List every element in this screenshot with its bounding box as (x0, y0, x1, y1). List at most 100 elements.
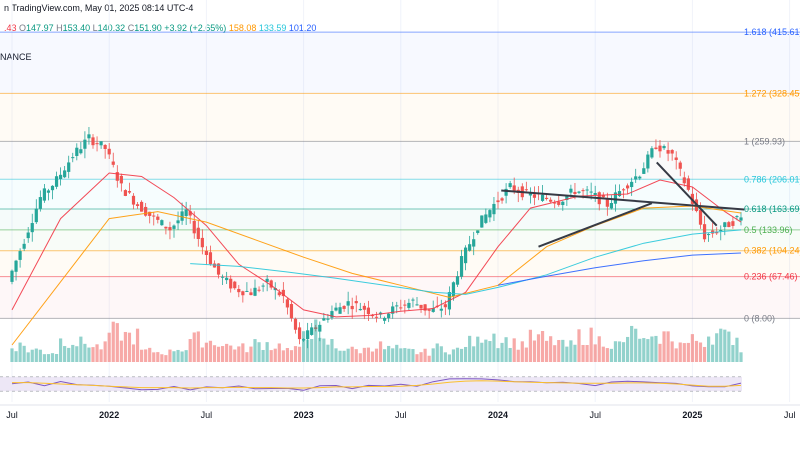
candle-body (334, 307, 338, 311)
volume-bar (512, 338, 516, 362)
candle-body (30, 223, 34, 233)
candle-body (626, 185, 630, 189)
ma-value-4: 101.20 (286, 23, 317, 33)
candle-body (152, 215, 156, 217)
volume-bar (342, 350, 346, 362)
trendline (501, 189, 745, 211)
volume-bar (573, 344, 577, 362)
volume-bar (658, 343, 662, 362)
volume-bar (662, 331, 666, 362)
rsi-line (11, 378, 742, 391)
candle-body (212, 263, 217, 268)
volume-bar (330, 339, 334, 362)
candle-body (686, 178, 690, 190)
volume-bar (87, 347, 91, 362)
volume-bar (621, 342, 626, 362)
candle-body (318, 324, 322, 332)
volume-bar (131, 344, 136, 362)
volume-bar (378, 341, 383, 362)
volume-bar (168, 349, 172, 362)
candle-body (188, 211, 192, 216)
candle-body (273, 288, 277, 291)
candle-body (216, 263, 221, 275)
candle-body (257, 289, 261, 291)
candle-body (358, 308, 362, 311)
volume-bar (172, 351, 176, 362)
candle-body (111, 161, 115, 165)
volume-bar (314, 319, 318, 362)
candle-body (723, 222, 727, 227)
chart-info-header: n TradingView.com, May 01, 2025 08:14 UT… (4, 3, 193, 13)
volume-bar (407, 348, 411, 362)
candle-body (658, 145, 662, 152)
candle-body (144, 206, 148, 216)
candle-body (496, 200, 500, 203)
candle-body (532, 194, 537, 198)
volume-bar (184, 350, 188, 362)
candle-body (83, 139, 87, 149)
candle-body (172, 225, 176, 229)
candle-body (140, 201, 144, 212)
volume-bar (237, 346, 241, 362)
candle-body (135, 204, 140, 206)
volume-bar (75, 346, 79, 362)
x-axis-label: Jul (6, 410, 18, 420)
volume-bar (589, 327, 593, 362)
volume-bar (545, 340, 549, 362)
volume-bar (10, 348, 14, 362)
volume-bar (99, 349, 103, 362)
volume-bar (38, 349, 42, 362)
volume-bar (427, 355, 431, 362)
candle-body (277, 292, 281, 296)
volume-bar (358, 353, 362, 362)
volume-bar (67, 347, 71, 362)
volume-bar (91, 347, 95, 362)
candle-body (225, 277, 229, 281)
candle-body (196, 227, 200, 239)
candle-body (249, 292, 253, 296)
volume-bar (338, 350, 342, 362)
volume-bar (520, 341, 524, 362)
volume-bar (54, 354, 59, 362)
volume-bar (561, 339, 565, 362)
ma-value-3: 133.59 (256, 23, 287, 33)
candle-body (95, 143, 99, 145)
volume-bar (269, 350, 273, 362)
volume-bar (253, 339, 257, 362)
volume-bar (135, 328, 140, 362)
volume-bar (18, 342, 22, 362)
volume-bar (42, 354, 46, 362)
candle-body (468, 244, 472, 251)
volume-bar (528, 329, 532, 362)
candle-body (682, 177, 686, 184)
volume-bar (208, 340, 213, 362)
volume-bar (257, 342, 261, 362)
candle-body (67, 162, 71, 172)
candle-body (739, 217, 743, 221)
candle-body (204, 250, 208, 256)
volume-bar (565, 346, 569, 362)
volume-bar (318, 337, 322, 362)
candle-body (674, 157, 678, 160)
volume-bar (707, 336, 711, 362)
candle-body (289, 304, 294, 319)
volume-bar (698, 342, 703, 362)
candle-body (42, 188, 46, 201)
fib-zone (0, 93, 800, 142)
volume-bar (285, 348, 289, 362)
volume-bar (188, 339, 192, 362)
candle-body (192, 220, 196, 234)
candle-body (148, 211, 152, 216)
candle-body (115, 172, 119, 181)
volume-bar (111, 321, 115, 362)
volume-bar (694, 340, 699, 362)
x-axis-label: Jul (589, 410, 601, 420)
symbol-fragment: NANCE (0, 52, 32, 62)
candle-body (107, 148, 111, 155)
x-axis-label: 2022 (99, 410, 119, 420)
candle-body (200, 237, 204, 248)
fib-zone (0, 32, 800, 94)
volume-bar (431, 348, 435, 362)
moving-average-line (11, 205, 742, 346)
